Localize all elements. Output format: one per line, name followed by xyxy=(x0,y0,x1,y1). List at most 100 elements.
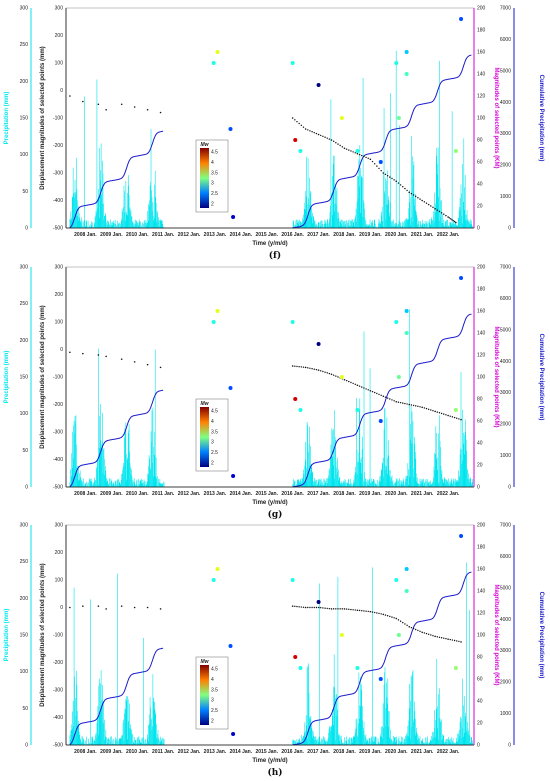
x-tick-label: 2012 Jan. xyxy=(178,491,201,497)
displacement-point xyxy=(415,628,417,631)
x-tick-label: 2018 Jan. xyxy=(333,232,356,238)
panel-caption: (g) xyxy=(268,509,283,520)
displacement-point xyxy=(427,203,430,206)
earthquake-point xyxy=(231,215,236,219)
displacement-point xyxy=(412,194,415,196)
displacement-point xyxy=(367,157,369,160)
displacement-point xyxy=(332,374,335,376)
x-axis-label: Time (y/m/d) xyxy=(252,500,287,506)
displacement-point xyxy=(330,373,333,376)
displacement-point xyxy=(406,189,408,192)
displacement-point xyxy=(447,414,449,417)
displacement-point xyxy=(304,366,307,369)
x-tick-label: 2011 Jan. xyxy=(152,749,175,755)
displacement-point xyxy=(324,607,326,609)
colorbar-tick: 4.5 xyxy=(211,409,218,415)
displacement-point xyxy=(391,399,393,401)
displacement-point xyxy=(356,152,359,155)
colorbar-tick: 2.5 xyxy=(211,450,218,456)
precipitation-tick: 200 xyxy=(20,79,29,85)
cumulative-tick: 2000 xyxy=(500,422,511,428)
cumulative-tick: 1000 xyxy=(500,453,511,459)
earthquake-point xyxy=(453,666,458,670)
magnitude-tick: 160 xyxy=(477,309,486,315)
earthquake-point xyxy=(378,677,383,681)
displacement-point xyxy=(335,608,337,610)
x-tick-label: 2012 Jan. xyxy=(178,232,201,238)
precipitation-tick: 50 xyxy=(22,706,28,712)
x-tick-label: 2021 Jan. xyxy=(411,749,434,755)
displacement-point xyxy=(421,406,423,409)
displacement-point xyxy=(380,170,382,172)
displacement-point xyxy=(339,144,341,147)
x-tick-label: 2013 Jan. xyxy=(204,232,227,238)
earthquake-point xyxy=(355,149,360,153)
displacement-point xyxy=(326,137,328,139)
displacement-point xyxy=(326,372,328,374)
displacement-point xyxy=(328,607,331,610)
magnitude-tick: 80 xyxy=(477,138,483,144)
displacement-point xyxy=(309,130,311,132)
displacement-point xyxy=(434,410,436,413)
colorbar xyxy=(200,665,209,725)
displacement-point xyxy=(341,608,344,610)
displacement-point xyxy=(419,630,421,633)
earthquake-point xyxy=(339,116,344,120)
displacement-point xyxy=(348,380,350,383)
x-tick-label: 2015 Jan. xyxy=(255,491,278,497)
displacement-point xyxy=(330,608,333,610)
displacement-point xyxy=(410,404,413,406)
earthquake-point xyxy=(298,666,303,670)
displacement-point xyxy=(356,384,359,387)
displacement-tick: -500 xyxy=(53,743,63,749)
displacement-point xyxy=(371,390,374,393)
displacement-point xyxy=(408,403,411,406)
magnitude-tick: 100 xyxy=(477,375,486,381)
magnitude-axis-label: Magnitudes of selected points (KM) xyxy=(493,326,499,427)
displacement-point xyxy=(415,195,417,198)
displacement-point xyxy=(120,358,123,360)
colorbar-label: Mw xyxy=(200,142,209,148)
x-tick-label: 2011 Jan. xyxy=(152,491,175,497)
panel-1: Mw4.543.532.5230025020015010050030020010… xyxy=(4,265,544,521)
earthquake-point xyxy=(404,331,409,335)
displacement-point xyxy=(302,606,305,608)
earthquake-point xyxy=(215,50,220,54)
precipitation-tick: 150 xyxy=(20,375,29,381)
cumulative-precipitation-line-late xyxy=(292,313,472,488)
displacement-point xyxy=(354,152,356,154)
colorbar-tick: 4 xyxy=(211,160,214,166)
displacement-point xyxy=(361,610,363,612)
earthquake-point xyxy=(394,320,399,324)
cumulative-tick: 7000 xyxy=(500,523,511,529)
plot-area xyxy=(65,266,475,488)
displacement-point xyxy=(380,613,382,615)
displacement-tick: 100 xyxy=(55,578,64,584)
earthquake-point xyxy=(355,408,360,412)
x-tick-label: 2010 Jan. xyxy=(126,749,149,755)
displacement-point xyxy=(298,122,300,125)
displacement-point xyxy=(322,607,324,609)
earthquake-point xyxy=(316,83,321,87)
displacement-point xyxy=(311,606,313,609)
colorbar-tick: 3 xyxy=(211,698,214,704)
displacement-point xyxy=(451,639,454,641)
displacement-point xyxy=(298,365,300,368)
cumulative-precipitation-line-late xyxy=(292,54,472,229)
magnitude-tick: 80 xyxy=(477,655,483,661)
x-tick-label: 2022 Jan. xyxy=(437,749,460,755)
earthquake-points xyxy=(211,17,464,219)
colorbar-tick: 2 xyxy=(211,461,214,467)
displacement-point xyxy=(69,95,71,97)
magnitude-axis-label: Magnitudes of selected points (KM) xyxy=(493,67,499,168)
displacement-point xyxy=(378,612,380,615)
displacement-point xyxy=(460,641,462,643)
displacement-point xyxy=(404,623,406,625)
x-tick-label: 2017 Jan. xyxy=(307,232,330,238)
colorbar-tick: 3 xyxy=(211,181,214,187)
displacement-point xyxy=(315,368,318,371)
earthquake-point xyxy=(394,578,399,582)
displacement-point xyxy=(311,368,313,370)
displacement-tick: 300 xyxy=(55,6,64,12)
displacement-point xyxy=(393,400,395,402)
